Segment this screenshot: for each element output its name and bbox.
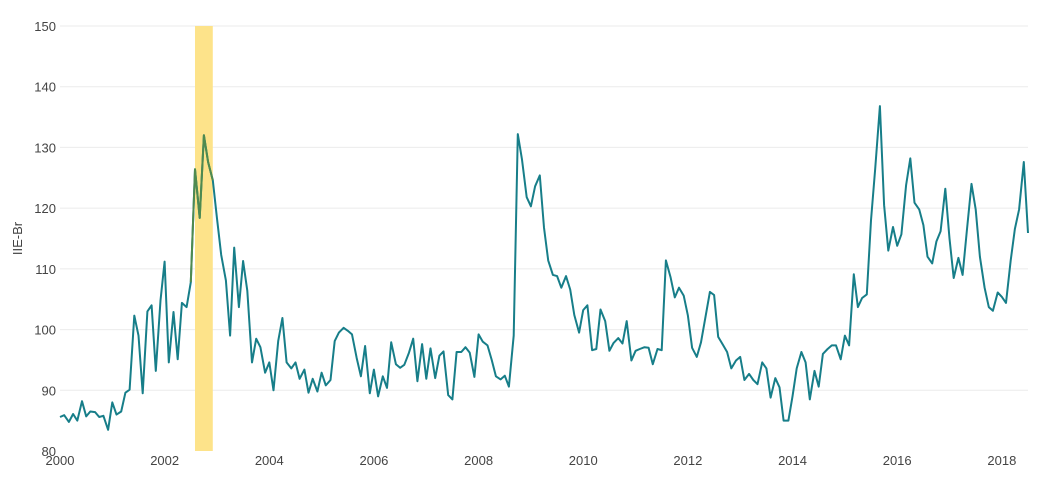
series-line-highlighted xyxy=(189,134,214,283)
y-axis-title: IIE-Br xyxy=(10,221,25,255)
x-tick-label-2000: 2000 xyxy=(46,453,75,468)
x-tick-label-2002: 2002 xyxy=(150,453,179,468)
x-tick-label-2008: 2008 xyxy=(464,453,493,468)
x-tick-label-2010: 2010 xyxy=(569,453,598,468)
y-tick-label-110: 110 xyxy=(35,262,56,277)
x-axis-ticks: 2000 2002 2004 2006 2008 2010 2012 2014 2016 2018 xyxy=(46,453,1017,468)
grid-lines xyxy=(60,25,1028,391)
highlight-band-layer xyxy=(194,26,213,451)
x-tick-label-2012: 2012 xyxy=(673,453,702,468)
y-tick-label-80: 80 xyxy=(42,444,56,459)
y-tick-label-150: 150 xyxy=(34,19,56,34)
highlight-band xyxy=(194,26,213,451)
y-tick-label-120: 120 xyxy=(34,201,56,216)
x-tick-label-2018: 2018 xyxy=(987,453,1016,468)
y-axis-ticks: 80 90 100 110 120 130 140 150 xyxy=(34,19,56,459)
x-tick-label-2016: 2016 xyxy=(883,453,912,468)
y-tick-label-90: 90 xyxy=(42,383,56,398)
series-line xyxy=(59,105,1029,431)
y-tick-label-140: 140 xyxy=(34,80,56,95)
y-tick-label-130: 130 xyxy=(34,140,56,155)
x-tick-label-2004: 2004 xyxy=(255,453,284,468)
y-tick-label-100: 100 xyxy=(34,323,56,338)
x-tick-label-2014: 2014 xyxy=(778,453,807,468)
x-tick-label-2006: 2006 xyxy=(359,453,388,468)
series-layer xyxy=(59,105,1029,431)
